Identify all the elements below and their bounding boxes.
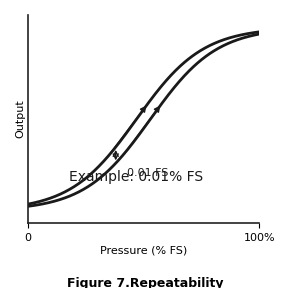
Y-axis label: Output: Output [15, 100, 25, 139]
X-axis label: Pressure (% FS): Pressure (% FS) [100, 246, 187, 256]
Text: Example: 0.01% FS: Example: 0.01% FS [69, 170, 204, 184]
Text: Figure 7.Repeatability: Figure 7.Repeatability [67, 276, 223, 288]
Text: 0.01 FS: 0.01 FS [127, 168, 169, 178]
